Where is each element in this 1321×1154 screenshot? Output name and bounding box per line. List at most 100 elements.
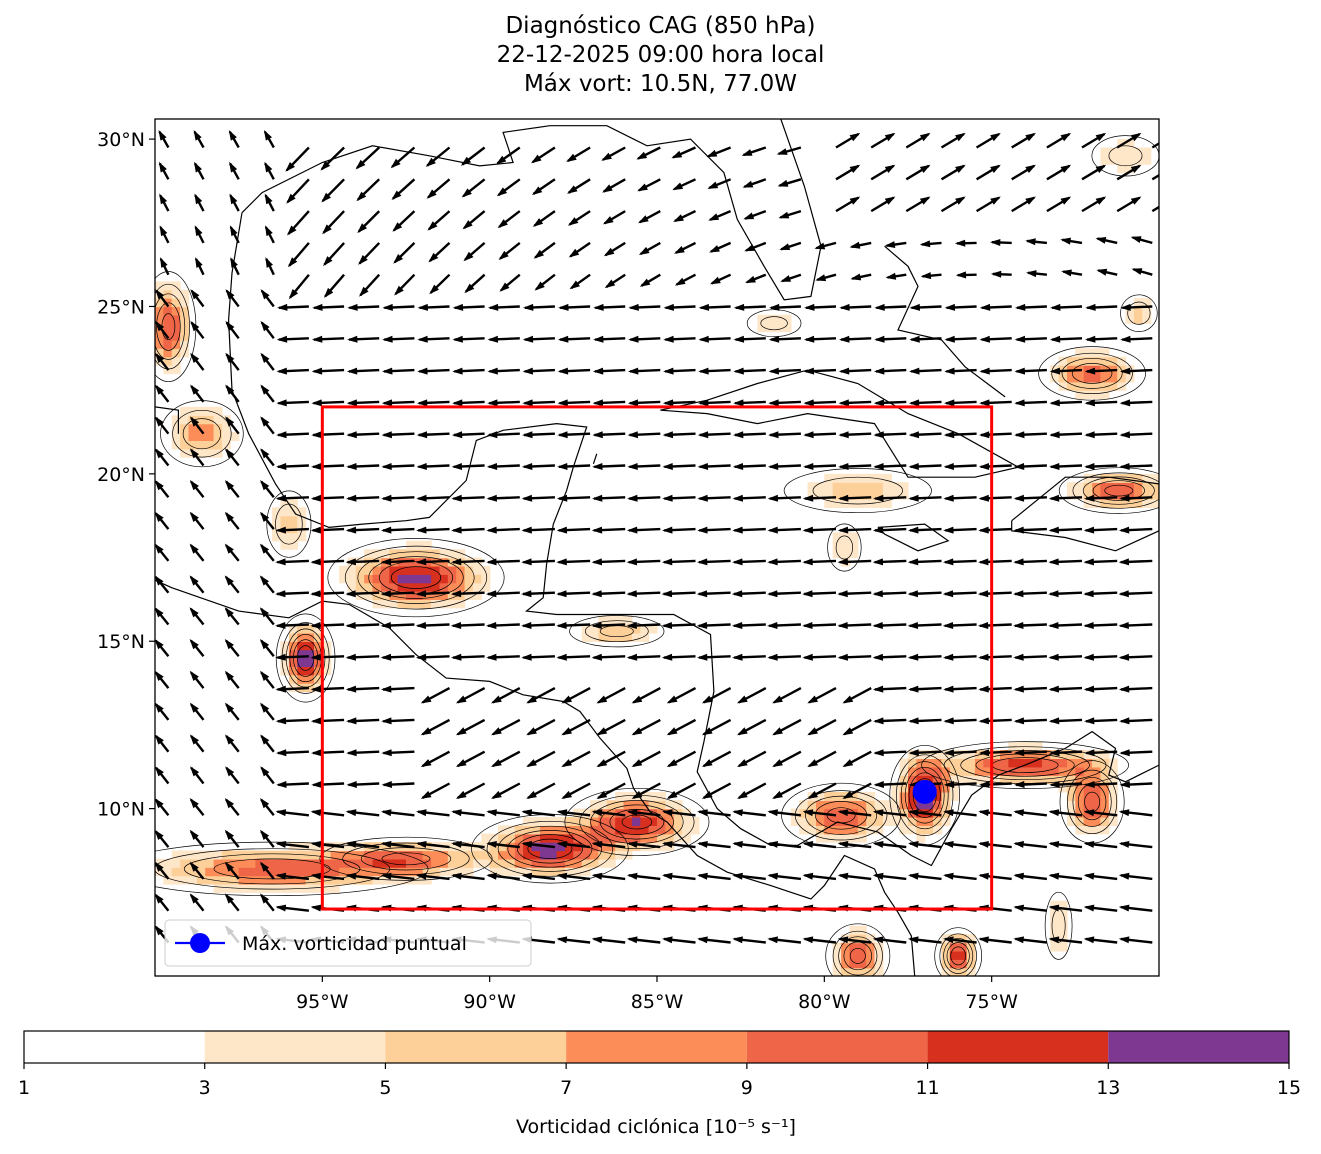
vorticity-cell	[908, 800, 917, 810]
vorticity-cell	[288, 858, 298, 868]
wind-arrow-head	[849, 241, 861, 249]
vorticity-cell	[657, 842, 666, 852]
wind-arrow-head	[522, 367, 533, 375]
vorticity-cell	[757, 314, 767, 324]
wind-arrow-head	[908, 936, 919, 944]
vorticity-cell	[380, 599, 390, 609]
wind-arrow-head	[593, 303, 604, 311]
wind-arrow-head	[603, 247, 615, 257]
vorticity-cell	[539, 825, 549, 835]
vorticity-cell	[690, 825, 700, 835]
vorticity-cell	[196, 432, 206, 441]
wind-arrow-head	[497, 219, 508, 229]
wind-arrow-head	[463, 251, 474, 262]
coastlines	[155, 119, 1159, 976]
vorticity-cell	[958, 934, 968, 944]
vorticity-cell	[431, 582, 441, 592]
vorticity-cell	[1050, 942, 1060, 952]
wind-arrow-head	[803, 463, 814, 470]
vorticity-cell	[163, 314, 173, 324]
vorticity-cell	[1117, 499, 1127, 508]
wind-arrow-head	[909, 367, 920, 375]
wind-arrow-head	[802, 622, 813, 629]
vorticity-cell	[414, 582, 424, 592]
wind-arrow-head	[487, 335, 499, 343]
wind-arrow-head	[741, 149, 753, 156]
vorticity-cell	[288, 632, 298, 642]
vorticity-contour	[599, 804, 674, 840]
wind-arrow-head	[346, 431, 357, 439]
vorticity-cell	[314, 666, 323, 676]
wind-arrow-head	[803, 367, 815, 375]
vorticity-cell	[874, 942, 884, 952]
vorticity-cell	[623, 632, 633, 642]
wind-arrow-head	[452, 303, 464, 311]
wind-arrow-head	[979, 335, 990, 343]
vorticity-cell	[314, 641, 323, 651]
vorticity-cell	[866, 490, 876, 500]
wind-arrow-head	[276, 431, 287, 439]
wind-arrow-head	[733, 303, 745, 311]
vorticity-cell	[565, 825, 574, 835]
vorticity-cell	[339, 574, 349, 584]
vorticity-cell	[539, 833, 549, 843]
wind-arrow-head	[807, 790, 818, 799]
wind-arrow-head	[697, 841, 708, 848]
vorticity-cell	[1092, 490, 1102, 500]
vorticity-contour	[946, 942, 970, 970]
wind-arrow-head	[451, 431, 463, 439]
vorticity-cell	[874, 967, 884, 976]
wind-arrow-head	[942, 622, 954, 629]
title-line-3: Máx vort: 10.5N, 77.0W	[523, 71, 798, 97]
wind-arrow-head	[1084, 431, 1095, 439]
wind-arrow-head	[310, 622, 321, 629]
title-line-2: 22-12-2025 09:00 hora local	[496, 42, 825, 68]
vorticity-cell	[1092, 365, 1102, 375]
vorticity-cell	[1100, 373, 1110, 383]
vorticity-cell	[816, 833, 825, 843]
vorticity-cell	[213, 406, 223, 416]
wind-arrow-head	[1013, 653, 1024, 661]
wind-arrow-head	[979, 367, 990, 375]
vorticity-cell	[1050, 775, 1060, 785]
vorticity-cell	[1092, 775, 1102, 785]
vorticity-cell	[1117, 373, 1127, 383]
wind-arrow-head	[259, 543, 270, 554]
wind-arrow-head	[979, 399, 990, 407]
wind-arrow-head	[777, 179, 789, 187]
wind-arrow-head	[346, 749, 357, 757]
vorticity-cell	[163, 867, 173, 877]
vorticity-cell	[615, 833, 625, 843]
vorticity-cell	[355, 591, 365, 600]
wind-arrow-head	[416, 463, 427, 470]
vorticity-contour	[507, 830, 593, 868]
vorticity-cell	[288, 883, 298, 893]
vorticity-cell	[472, 565, 482, 575]
wind-arrow-head	[1048, 872, 1060, 880]
vorticity-cell	[598, 817, 608, 826]
vorticity-contour	[827, 523, 862, 572]
wind-arrow-head	[955, 271, 967, 279]
wind-arrow-head	[557, 367, 569, 375]
vorticity-cell	[565, 858, 574, 868]
vorticity-cell	[213, 867, 223, 877]
wind-arrow-head	[1118, 809, 1130, 817]
wind-arrow-head	[189, 639, 199, 650]
vorticity-cell	[899, 783, 909, 793]
vorticity-cell	[364, 858, 374, 868]
vorticity-cell	[765, 323, 775, 333]
vorticity-contour	[621, 814, 653, 830]
wind-arrow-head	[277, 303, 288, 311]
vorticity-cell	[481, 574, 491, 584]
vorticity-cell	[799, 817, 809, 826]
wind-arrow-head	[190, 766, 200, 777]
vorticity-contour	[1067, 769, 1118, 835]
wind-arrow-head	[155, 607, 164, 618]
vorticity-cell	[171, 850, 181, 860]
wind-arrow-head	[455, 790, 467, 799]
vorticity-cell	[1033, 766, 1043, 776]
wind-arrow-head	[189, 702, 199, 713]
vorticity-cell	[196, 875, 206, 885]
vorticity-cell	[866, 473, 876, 483]
vorticity-cell	[1108, 800, 1118, 810]
